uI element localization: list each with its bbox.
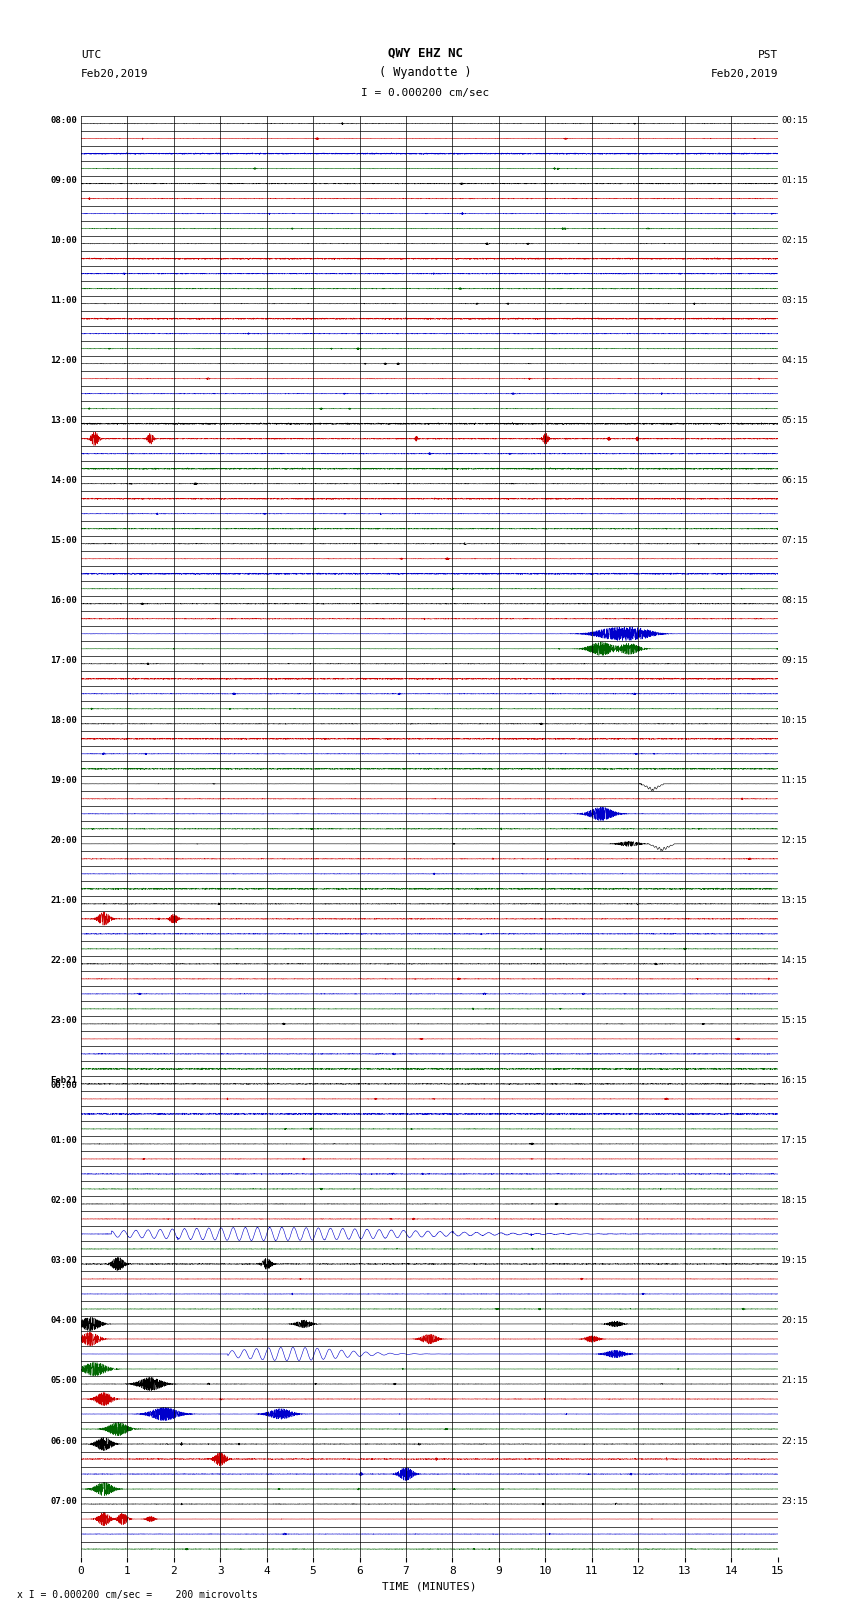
Text: 00:15: 00:15: [781, 116, 808, 126]
Text: 10:00: 10:00: [50, 235, 77, 245]
Text: Feb20,2019: Feb20,2019: [711, 69, 778, 79]
Text: 15:15: 15:15: [781, 1016, 808, 1026]
Text: 01:15: 01:15: [781, 176, 808, 185]
Text: 00:00: 00:00: [50, 1081, 77, 1090]
Text: 14:15: 14:15: [781, 957, 808, 965]
Text: 21:00: 21:00: [50, 897, 77, 905]
Text: 15:00: 15:00: [50, 536, 77, 545]
Text: 05:15: 05:15: [781, 416, 808, 426]
Text: 09:15: 09:15: [781, 656, 808, 665]
Text: 19:00: 19:00: [50, 776, 77, 786]
Text: 07:15: 07:15: [781, 536, 808, 545]
Text: 17:15: 17:15: [781, 1137, 808, 1145]
Text: 06:15: 06:15: [781, 476, 808, 486]
Text: 09:00: 09:00: [50, 176, 77, 185]
Text: PST: PST: [757, 50, 778, 60]
Text: 22:00: 22:00: [50, 957, 77, 965]
Text: 13:15: 13:15: [781, 897, 808, 905]
Text: 03:15: 03:15: [781, 297, 808, 305]
Text: 04:15: 04:15: [781, 356, 808, 365]
Text: 16:00: 16:00: [50, 597, 77, 605]
Text: Feb21: Feb21: [50, 1076, 77, 1086]
Text: 02:15: 02:15: [781, 235, 808, 245]
Text: x I = 0.000200 cm/sec =    200 microvolts: x I = 0.000200 cm/sec = 200 microvolts: [17, 1590, 258, 1600]
Text: 23:15: 23:15: [781, 1497, 808, 1505]
Text: QWY EHZ NC: QWY EHZ NC: [388, 47, 462, 60]
Text: 01:00: 01:00: [50, 1137, 77, 1145]
Text: UTC: UTC: [81, 50, 101, 60]
Text: 16:15: 16:15: [781, 1076, 808, 1086]
Text: 05:00: 05:00: [50, 1376, 77, 1386]
Text: 08:00: 08:00: [50, 116, 77, 126]
X-axis label: TIME (MINUTES): TIME (MINUTES): [382, 1582, 477, 1592]
Text: 02:00: 02:00: [50, 1197, 77, 1205]
Text: 07:00: 07:00: [50, 1497, 77, 1505]
Text: ( Wyandotte ): ( Wyandotte ): [379, 66, 471, 79]
Text: 11:00: 11:00: [50, 297, 77, 305]
Text: 20:15: 20:15: [781, 1316, 808, 1326]
Text: 08:15: 08:15: [781, 597, 808, 605]
Text: 17:00: 17:00: [50, 656, 77, 665]
Text: 03:00: 03:00: [50, 1257, 77, 1266]
Text: 19:15: 19:15: [781, 1257, 808, 1266]
Text: 11:15: 11:15: [781, 776, 808, 786]
Text: Feb20,2019: Feb20,2019: [81, 69, 148, 79]
Text: 20:00: 20:00: [50, 836, 77, 845]
Text: 13:00: 13:00: [50, 416, 77, 426]
Text: 18:15: 18:15: [781, 1197, 808, 1205]
Text: I = 0.000200 cm/sec: I = 0.000200 cm/sec: [361, 89, 489, 98]
Text: 04:00: 04:00: [50, 1316, 77, 1326]
Text: 21:15: 21:15: [781, 1376, 808, 1386]
Text: 23:00: 23:00: [50, 1016, 77, 1026]
Text: 12:00: 12:00: [50, 356, 77, 365]
Text: 18:00: 18:00: [50, 716, 77, 726]
Text: 10:15: 10:15: [781, 716, 808, 726]
Text: 06:00: 06:00: [50, 1437, 77, 1445]
Text: 12:15: 12:15: [781, 836, 808, 845]
Text: 14:00: 14:00: [50, 476, 77, 486]
Text: 22:15: 22:15: [781, 1437, 808, 1445]
